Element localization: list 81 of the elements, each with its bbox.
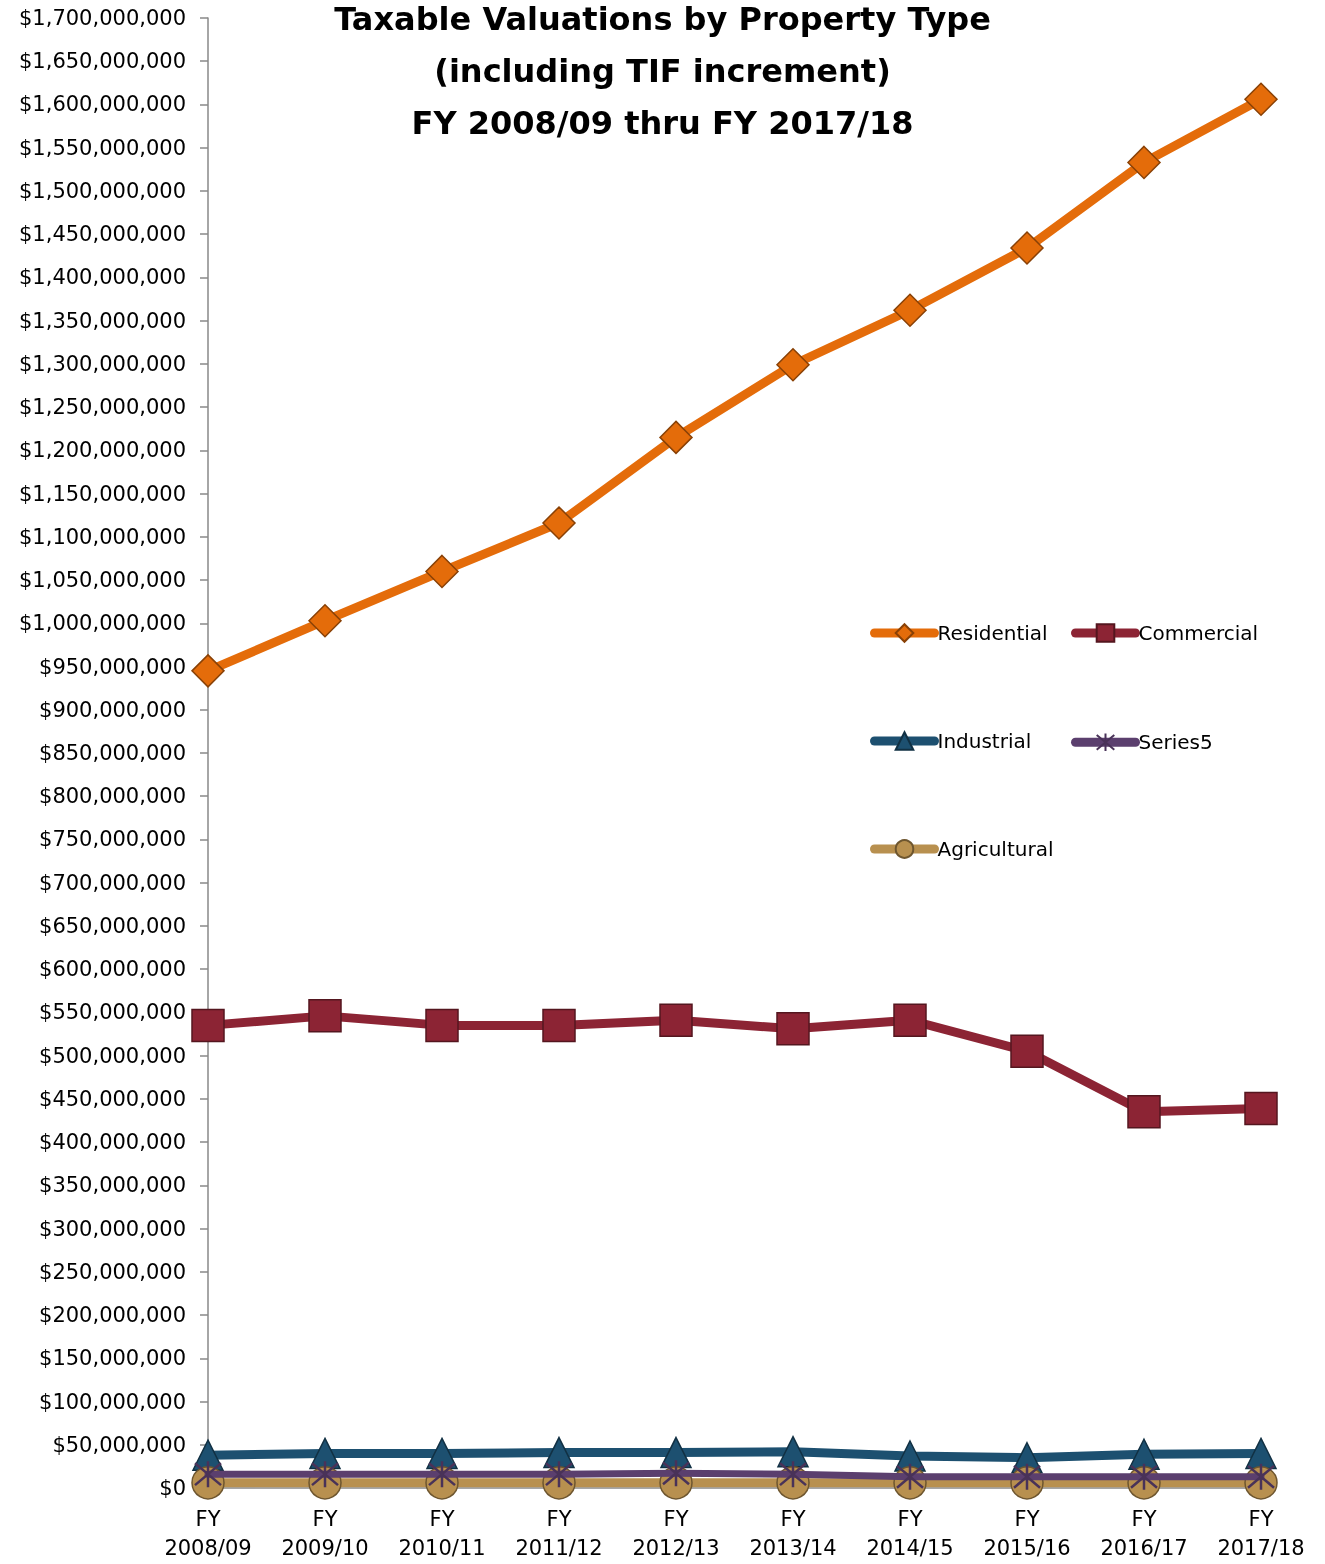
- legend-label: Residential: [937, 621, 1048, 645]
- legend-label: Series5: [1138, 730, 1213, 755]
- y-tick-label: $600,000,000: [39, 957, 186, 982]
- point: [425, 554, 459, 589]
- y-tick-label: $1,700,000,000: [19, 6, 186, 30]
- y-tick-label: $650,000,000: [39, 913, 186, 938]
- y-tick-label: $1,200,000,000: [19, 438, 186, 463]
- legend-label: Commercial: [1138, 621, 1259, 645]
- point: [1010, 231, 1044, 265]
- y-tick-label: $950,000,000: [39, 654, 186, 679]
- point: [1010, 1034, 1044, 1069]
- y-tick-label: $1,600,000,000: [19, 92, 186, 117]
- y-tick-label: $1,400,000,000: [19, 265, 186, 290]
- y-tick-label: $750,000,000: [39, 827, 186, 852]
- y-tick-label: $1,450,000,000: [19, 222, 186, 247]
- text: Taxable Valuations by Property Type (including TIF increment) FY 2008/09 thru FY 2017/18: [334, 0, 991, 142]
- y-tick-label: $150,000,000: [39, 1346, 186, 1371]
- point: [542, 1008, 576, 1043]
- x-tick-label: FY 2008/09: [164, 1506, 252, 1560]
- y-tick-label: $1,050,000,000: [19, 568, 186, 593]
- point: [893, 1003, 927, 1037]
- point: [659, 420, 693, 455]
- point: [425, 1008, 459, 1043]
- y-tick-label: $350,000,000: [39, 1173, 186, 1198]
- y-tick-label: $850,000,000: [39, 741, 186, 765]
- y-tick-label: $1,000,000,000: [19, 611, 186, 636]
- point: [542, 506, 576, 540]
- y-tick-label: $1,350,000,000: [19, 308, 186, 333]
- point: [778, 1459, 808, 1489]
- point: [1129, 1462, 1159, 1492]
- y-tick-label: $1,100,000,000: [19, 524, 186, 549]
- y-tick-label: $250,000,000: [39, 1259, 186, 1284]
- y-tick-label: $550,000,000: [39, 1000, 186, 1025]
- point: [308, 603, 342, 638]
- y-tick-label: $200,000,000: [39, 1303, 186, 1328]
- x-tick-label: FY 2009/10: [281, 1506, 369, 1560]
- y-tick-label: $500,000,000: [39, 1043, 186, 1068]
- y-tick-label: $1,300,000,000: [19, 351, 186, 376]
- x-tick-label: FY 2013/14: [749, 1506, 837, 1560]
- x-tick-label: FY 2015/16: [983, 1506, 1071, 1560]
- y-tick-label: $1,150,000,000: [19, 481, 186, 506]
- point: [191, 654, 225, 688]
- y-tick-label: $300,000,000: [39, 1216, 186, 1241]
- y-tick-label: $0: [159, 1476, 186, 1500]
- x-tick-label: FY 2011/12: [515, 1506, 603, 1560]
- point: [1246, 1462, 1276, 1492]
- point: [193, 1459, 223, 1489]
- point: [659, 1003, 693, 1037]
- point: [895, 1462, 925, 1492]
- x-tick-label: FY 2014/15: [866, 1506, 954, 1560]
- x-tick-label: FY 2016/17: [1100, 1506, 1188, 1560]
- y-tick-label: $50,000,000: [52, 1432, 186, 1457]
- y-tick-label: $700,000,000: [39, 870, 186, 895]
- legend-label: Agricultural: [937, 837, 1054, 861]
- y-tick-label: $1,650,000,000: [19, 49, 186, 74]
- x-tick-label: FY 2017/18: [1217, 1506, 1305, 1560]
- point: [1127, 1095, 1161, 1129]
- y-tick-label: $1,550,000,000: [19, 135, 186, 160]
- y-tick-label: $800,000,000: [39, 784, 186, 809]
- point: [308, 999, 342, 1033]
- point: [1244, 1091, 1278, 1126]
- point: [1244, 82, 1278, 117]
- y-tick-label: $900,000,000: [39, 697, 186, 722]
- x-tick-label: FY 2012/13: [632, 1506, 720, 1560]
- y-tick-label: $450,000,000: [39, 1086, 186, 1111]
- point: [1127, 145, 1161, 180]
- point: [310, 1459, 340, 1489]
- y-tick-label: $1,250,000,000: [19, 395, 186, 420]
- y-tick-label: $1,500,000,000: [19, 178, 186, 203]
- y-tick-label: $400,000,000: [39, 1130, 186, 1155]
- point: [427, 1459, 457, 1489]
- legend-label: Industrial: [937, 729, 1032, 753]
- point: [893, 293, 927, 328]
- x-tick-label: FY 2010/11: [398, 1506, 486, 1560]
- y-tick-label: $100,000,000: [39, 1389, 186, 1414]
- point: [1012, 1462, 1042, 1492]
- point: [661, 1459, 691, 1488]
- point: [544, 1459, 574, 1489]
- point: [191, 1008, 225, 1043]
- point: [776, 348, 810, 382]
- point: [776, 1012, 810, 1046]
